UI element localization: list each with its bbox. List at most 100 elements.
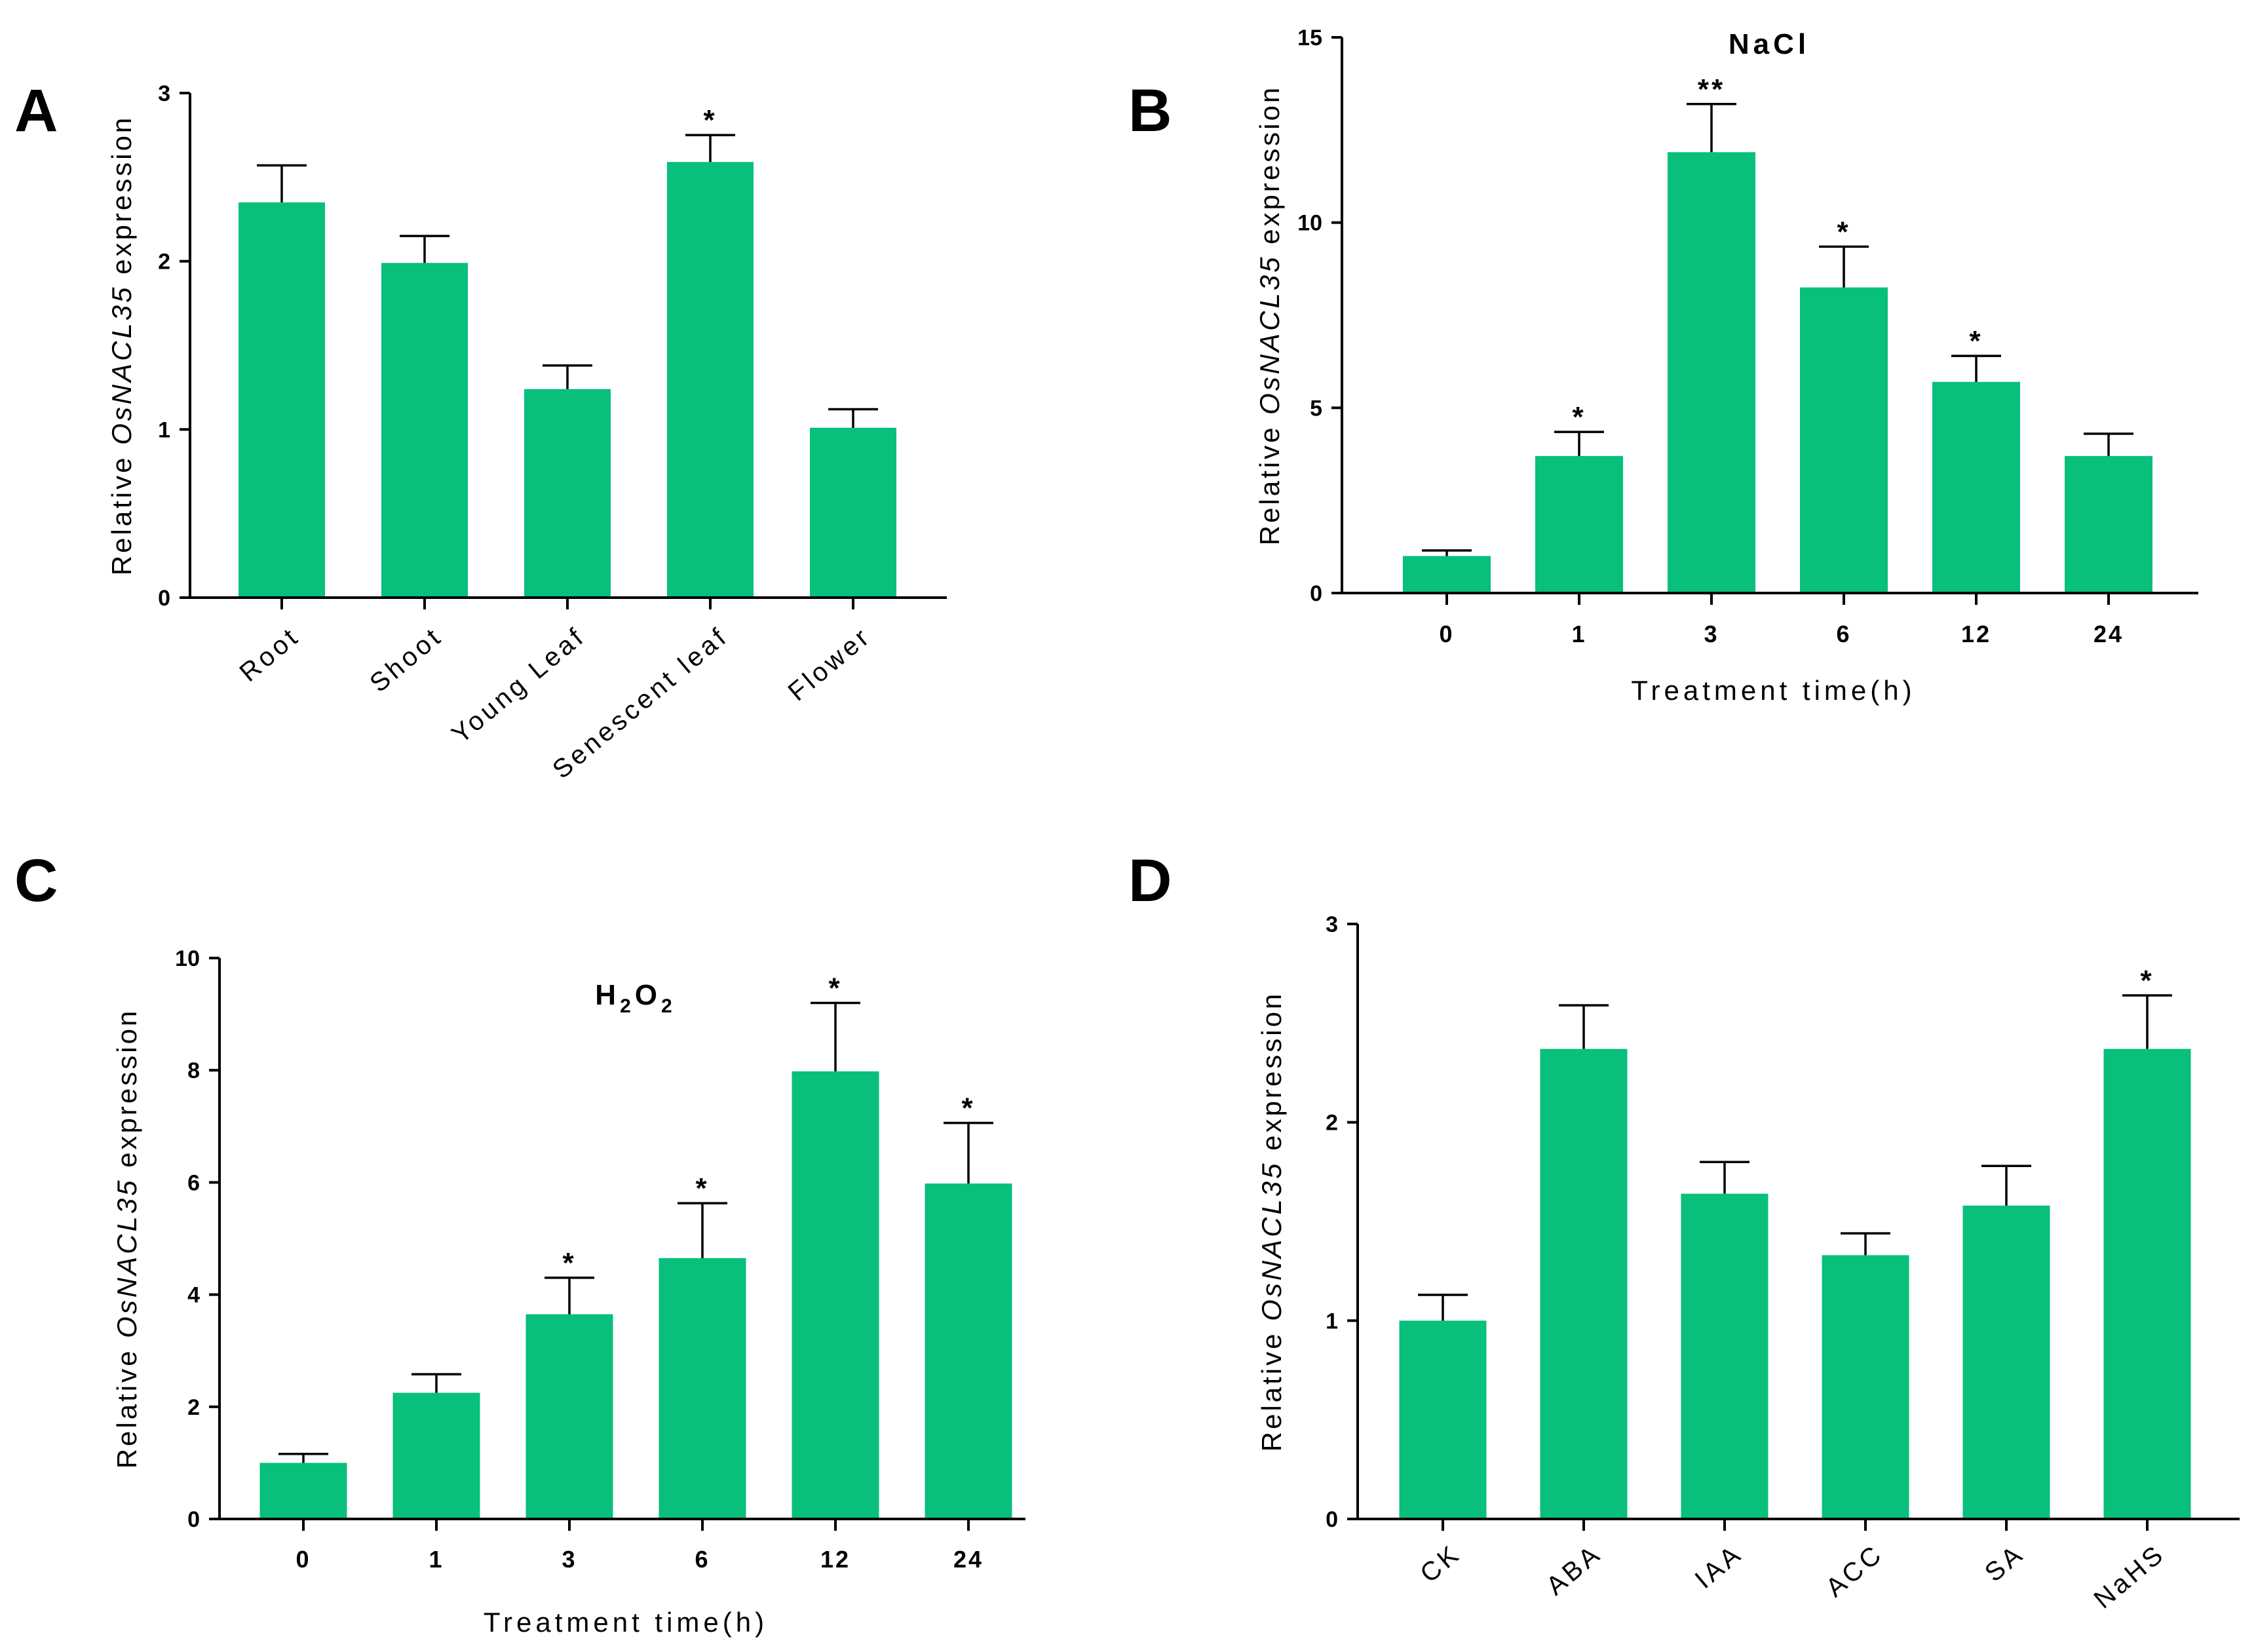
y-tick-label: 3 [1326,912,1338,937]
y-tick-label: 2 [187,1395,200,1420]
y-axis-label-suffix: expression [1254,85,1285,255]
y-tick-label: 5 [1310,396,1322,421]
bar-24 [2065,455,2152,593]
significance-label: * [562,1247,576,1279]
y-tick-label: 0 [158,586,170,611]
bar-senescent-leaf [667,162,754,598]
y-tick-label: 6 [187,1170,200,1195]
y-axis-label-suffix: expression [1256,991,1287,1161]
y-tick-label: 2 [1326,1111,1338,1136]
y-tick-label: 15 [1297,26,1322,50]
y-tick-label: 0 [187,1507,200,1532]
bar-root [239,202,325,598]
chart-title-subscript: 2 [620,995,635,1017]
panel-label: D [1128,847,1172,914]
y-tick-label: 0 [1310,581,1322,606]
y-tick-label: 2 [158,250,170,275]
panel-label: A [14,77,58,144]
bar-3 [1668,152,1755,594]
x-tick-label: NaHS [2088,1539,2170,1614]
bar-nahs [2103,1048,2191,1519]
y-axis-label-prefix: Relative [1256,1321,1287,1451]
x-tick-label: SA [1979,1539,2030,1587]
significance-label: * [828,972,842,1004]
x-tick-label: Root [234,621,305,687]
x-tick-label: 3 [562,1546,577,1573]
chart-title: H2O2 [595,979,676,1017]
bar-6 [1800,287,1888,593]
x-tick-label: 6 [695,1546,710,1573]
bar-acc [1822,1255,1909,1519]
chart-title-part: H [595,979,620,1011]
y-axis-label-prefix: Relative [106,445,137,575]
y-tick-label: 10 [175,946,200,971]
bar-ck [1399,1320,1487,1519]
bar-shoot [381,263,468,598]
bar-sa [1962,1205,2050,1519]
y-axis-label-prefix: Relative [111,1338,142,1469]
x-tick-label: Flower [783,621,877,706]
x-tick-label: ABA [1541,1539,1607,1601]
significance-label: * [703,104,717,136]
bar-1 [1535,455,1623,593]
x-tick-label: CK [1415,1539,1466,1588]
significance-label: * [1837,216,1850,248]
y-tick-label: 10 [1297,211,1322,236]
y-axis-label: Relative OsNACL35 expression [111,1008,142,1469]
x-axis-label: Treatment time(h) [1631,675,1915,706]
chart-title: NaCl [1729,28,1810,60]
y-axis-label-suffix: expression [111,1008,142,1178]
bar-24 [925,1183,1012,1519]
y-axis-label: Relative OsNACL35 expression [1254,85,1285,546]
bar-iaa [1681,1193,1768,1519]
significance-label: * [695,1172,709,1204]
bar-young-leaf [524,389,611,598]
y-axis-label: Relative OsNACL35 expression [106,115,137,576]
panel-label: B [1128,77,1172,144]
x-tick-label: 12 [820,1546,851,1573]
x-tick-label: 3 [1704,621,1719,647]
significance-label: ** [1698,73,1725,106]
bar-12 [1932,381,2020,593]
chart-title-subscript: 2 [661,995,676,1017]
y-axis-label-gene: OsNACL35 [111,1178,142,1337]
x-tick-label: ACC [1820,1539,1888,1603]
bar-0 [259,1463,347,1519]
bar-aba [1540,1048,1628,1519]
significance-label: * [1969,325,1983,357]
y-tick-label: 1 [158,417,170,442]
y-axis-label-gene: OsNACL35 [106,284,137,444]
y-axis-label: Relative OsNACL35 expression [1256,991,1287,1452]
chart-title-part: O [635,979,661,1011]
x-tick-label: IAA [1690,1539,1748,1594]
y-tick-label: 8 [187,1058,200,1083]
x-tick-label: 24 [2093,621,2124,647]
x-tick-label: 6 [1836,621,1851,647]
bar-12 [792,1071,879,1519]
x-tick-label: 1 [1571,621,1586,647]
bar-flower [810,427,896,598]
x-tick-label: 1 [429,1546,444,1573]
y-axis-label-suffix: expression [106,115,137,285]
x-tick-label: 0 [1439,621,1454,647]
y-tick-label: 3 [158,81,170,106]
panel-label: C [14,847,58,914]
y-axis-label-gene: OsNACL35 [1256,1161,1287,1320]
x-tick-label: 12 [1961,621,1991,647]
bar-0 [1403,556,1491,593]
y-tick-label: 0 [1326,1507,1338,1532]
significance-label: * [961,1092,975,1124]
x-tick-label: 0 [296,1546,311,1573]
x-tick-label: Young Leaf [446,621,591,749]
chart-panel-d: D * 0 1 2 3 CK ABA IAA ACC SA NaHS Relative OsNACL35… [1128,847,2240,1614]
x-axis-label: Treatment time(h) [484,1607,768,1638]
y-axis-label-prefix: Relative [1254,415,1285,545]
y-tick-label: 1 [1326,1309,1338,1334]
y-axis-label-gene: OsNACL35 [1254,254,1285,414]
bar-6 [659,1258,746,1519]
x-tick-label: Shoot [364,621,448,698]
